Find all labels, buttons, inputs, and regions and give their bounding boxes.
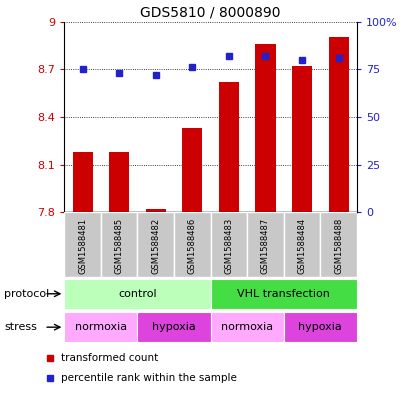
- Bar: [146, 209, 166, 212]
- Text: transformed count: transformed count: [61, 353, 158, 363]
- Title: GDS5810 / 8000890: GDS5810 / 8000890: [140, 5, 281, 19]
- Bar: [292, 66, 312, 212]
- Bar: [64, 279, 210, 309]
- Bar: [210, 279, 357, 309]
- Text: GSM1588481: GSM1588481: [78, 217, 87, 274]
- Bar: [174, 212, 211, 277]
- Bar: [247, 212, 284, 277]
- Text: GSM1588483: GSM1588483: [225, 217, 233, 274]
- Bar: [101, 212, 137, 277]
- Bar: [137, 312, 210, 342]
- Text: GSM1588487: GSM1588487: [261, 217, 270, 274]
- Text: protocol: protocol: [4, 289, 49, 299]
- Bar: [284, 212, 320, 277]
- Text: normoxia: normoxia: [75, 322, 127, 332]
- Bar: [219, 82, 239, 212]
- Text: control: control: [118, 289, 157, 299]
- Bar: [64, 312, 137, 342]
- Bar: [109, 152, 129, 212]
- Text: stress: stress: [4, 322, 37, 332]
- Text: GSM1588488: GSM1588488: [334, 217, 343, 274]
- Bar: [210, 212, 247, 277]
- Bar: [73, 152, 93, 212]
- Text: hypoxia: hypoxia: [298, 322, 342, 332]
- Bar: [284, 312, 357, 342]
- Bar: [137, 212, 174, 277]
- Bar: [320, 212, 357, 277]
- Text: hypoxia: hypoxia: [152, 322, 196, 332]
- Bar: [329, 37, 349, 212]
- Text: GSM1588482: GSM1588482: [151, 217, 160, 274]
- Text: GSM1588486: GSM1588486: [188, 217, 197, 274]
- Text: percentile rank within the sample: percentile rank within the sample: [61, 373, 237, 383]
- Text: GSM1588485: GSM1588485: [115, 217, 124, 274]
- Text: VHL transfection: VHL transfection: [237, 289, 330, 299]
- Bar: [64, 212, 101, 277]
- Bar: [210, 312, 284, 342]
- Bar: [182, 128, 203, 212]
- Text: GSM1588484: GSM1588484: [298, 217, 307, 274]
- Text: normoxia: normoxia: [221, 322, 273, 332]
- Bar: [255, 44, 276, 212]
